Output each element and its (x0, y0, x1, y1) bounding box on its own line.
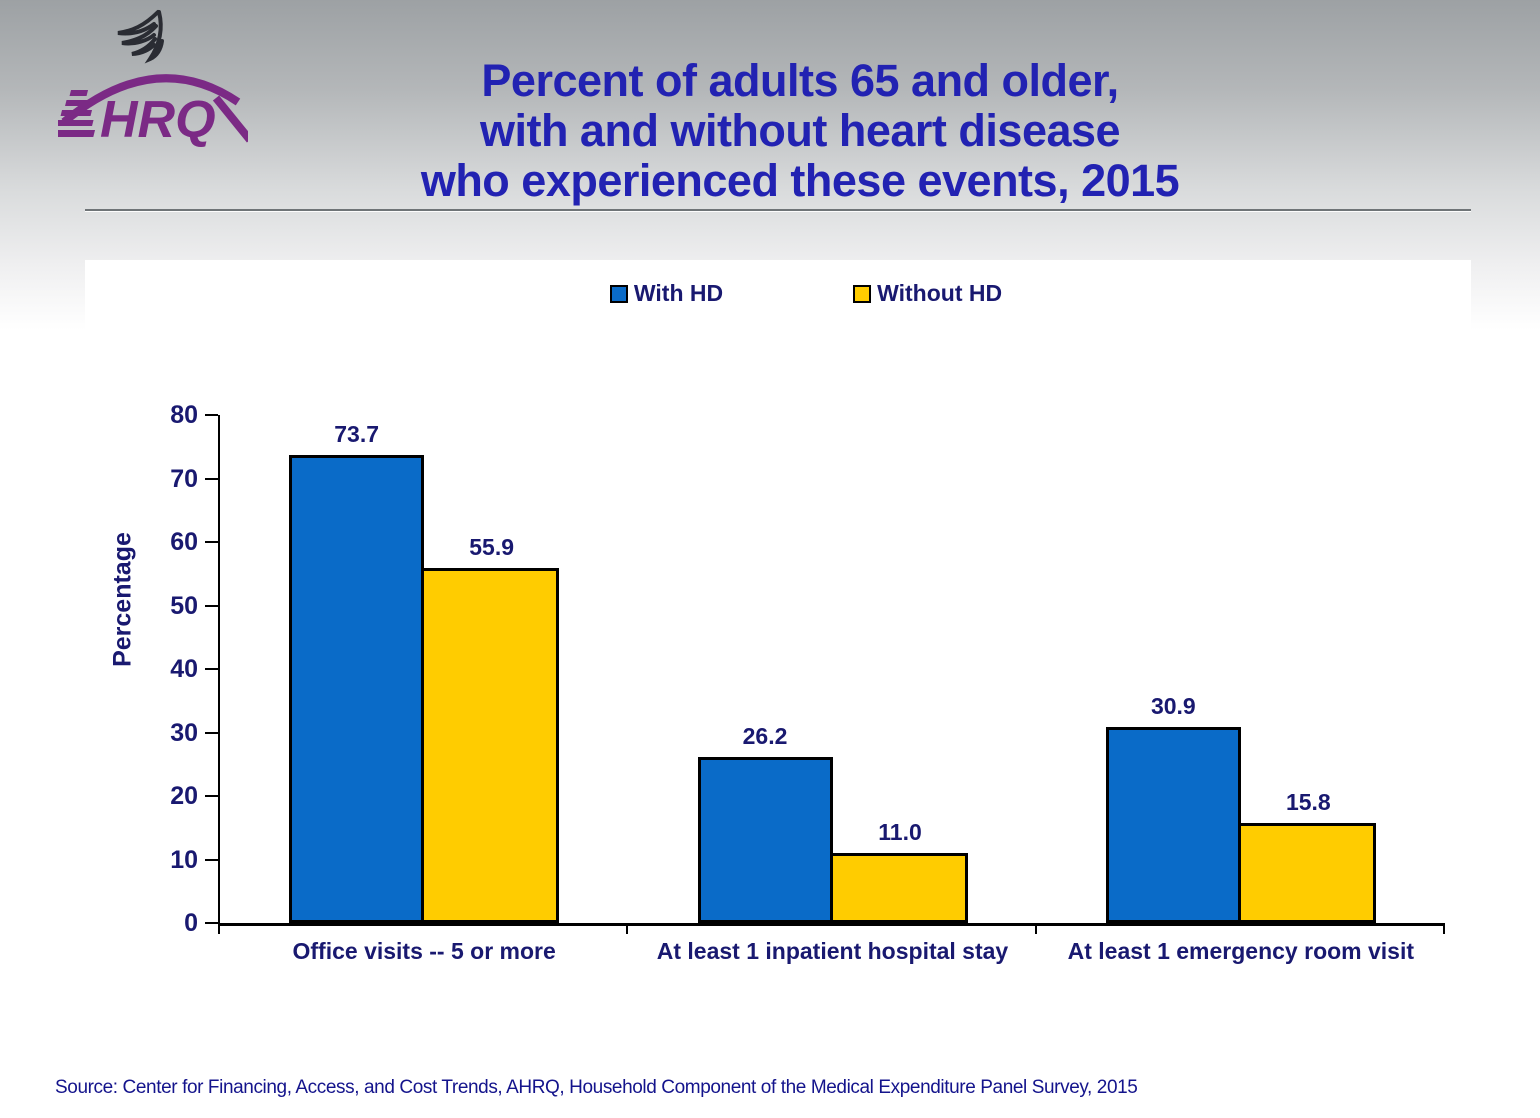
svg-text:HRQ: HRQ (100, 91, 216, 149)
value-label: 55.9 (469, 534, 515, 561)
y-tick-mark (205, 668, 218, 670)
x-tick-mark (1443, 923, 1445, 934)
category-label: Office visits -- 5 or more (292, 938, 556, 964)
title-line-3: who experienced these events, 2015 (420, 155, 1180, 206)
x-tick-mark (626, 923, 629, 934)
y-tick-label: 50 (170, 591, 198, 620)
bar-with-hd (697, 756, 833, 923)
legend-label: With HD (633, 280, 724, 306)
bar-without-hd (1237, 822, 1376, 923)
bar-without-hd (829, 853, 968, 923)
y-tick-label: 20 (170, 782, 198, 810)
hhs-eagle-icon: HRQ (51, 10, 254, 149)
bar-with-hd (1105, 726, 1241, 923)
y-tick-mark (205, 477, 218, 480)
legend-swatch-without-hd (853, 284, 872, 303)
y-tick-label: 60 (170, 528, 198, 556)
legend-item-with-hd: With HD (609, 280, 724, 307)
title-divider (85, 209, 1471, 212)
y-tick-label: 40 (170, 655, 198, 683)
bar-chart-plot-area: 0 10 20 30 40 50 60 70 80 73.7 55.9 Office visits -… (170, 401, 1445, 964)
title-line-2: with and without heart disease (479, 105, 1121, 156)
y-tick-mark (205, 541, 218, 543)
value-label: 30.9 (1150, 692, 1196, 719)
value-label: 26.2 (742, 722, 788, 749)
bar-without-hd (421, 568, 560, 923)
y-tick-label: 10 (170, 845, 198, 874)
legend-swatch-with-hd (609, 284, 628, 303)
page-title: Percent of adults 65 and older, with and… (370, 56, 1230, 206)
y-tick-label: 30 (170, 718, 198, 747)
category-label: At least 1 inpatient hospital stay (656, 938, 1009, 964)
y-tick-mark (205, 731, 218, 734)
y-tick-mark (205, 795, 218, 797)
y-tick-label: 70 (170, 464, 198, 493)
x-tick-mark (218, 923, 220, 934)
y-tick-mark (205, 414, 218, 416)
value-label: 11.0 (878, 819, 922, 846)
title-line-1: Percent of adults 65 and older, (481, 55, 1119, 106)
source-note: Source: Center for Financing, Access, an… (55, 1077, 1138, 1098)
y-tick-mark (205, 604, 218, 607)
y-tick-label: 80 (170, 401, 198, 429)
category-label: At least 1 emergency room visit (1067, 938, 1415, 964)
y-tick-mark (205, 922, 218, 924)
bar-with-hd (289, 455, 425, 923)
y-tick-label: 0 (184, 909, 198, 937)
ahrq-wordmark: HRQ (51, 74, 254, 149)
ahrq-logo: HRQ (51, 4, 254, 154)
chart-legend: With HD Without HD (0, 280, 1540, 307)
legend-label: Without HD (877, 280, 1003, 306)
value-label: 73.7 (334, 421, 380, 447)
legend-item-without-hd: Without HD (853, 280, 1002, 307)
value-label: 15.8 (1285, 788, 1331, 815)
x-tick-mark (1034, 923, 1037, 934)
y-tick-mark (205, 858, 218, 861)
